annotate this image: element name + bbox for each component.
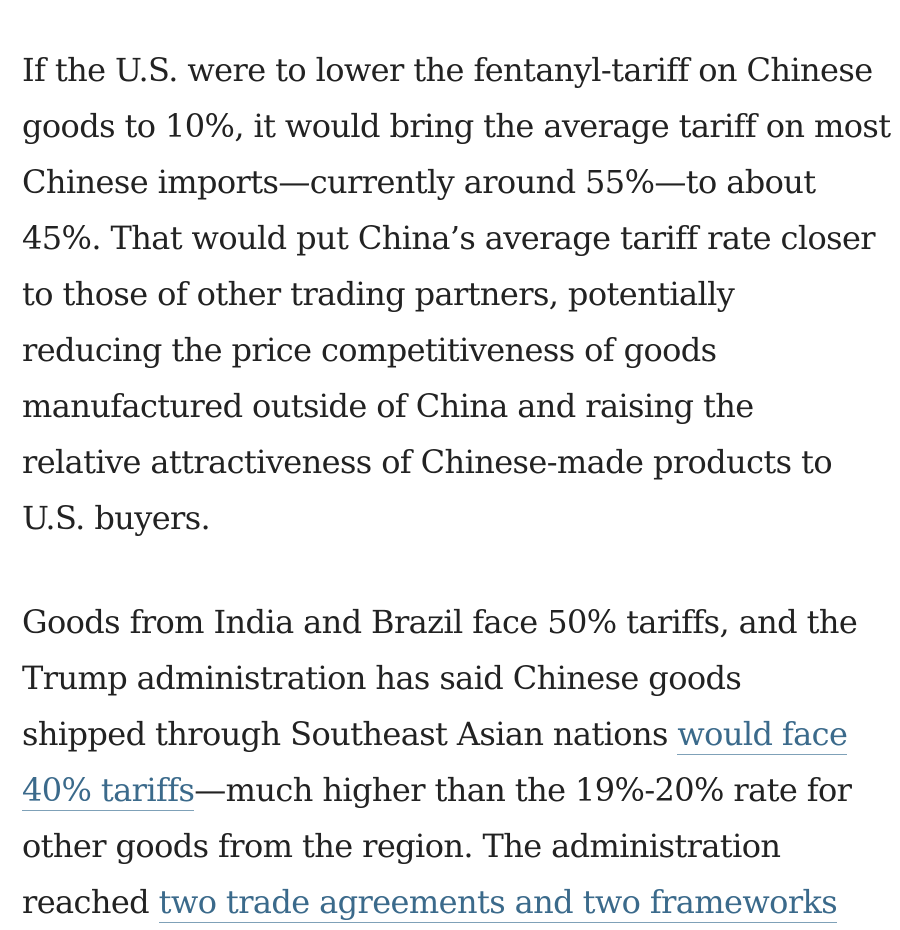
- text-line: reducing the price competitiveness of go…: [22, 331, 717, 369]
- link-would-face-40-tariffs-continued[interactable]: 40% tariffs: [22, 771, 195, 811]
- text-line: 40% tariffs—much higher than the 19%-20%…: [22, 762, 882, 818]
- text-line: reached two trade agreements and two fra…: [22, 874, 882, 930]
- text-line: Chinese imports—currently around 55%—to …: [22, 163, 816, 201]
- text-line: U.S. buyers.: [22, 499, 211, 537]
- text-line: 45%. That would put China’s average tari…: [22, 219, 876, 257]
- article-body: If the U.S. were to lower the fentanyl-t…: [22, 42, 891, 930]
- text-line: relative attractiveness of Chinese-made …: [22, 443, 833, 481]
- link-trade-agreements-frameworks[interactable]: two trade agreements and two frameworks: [158, 883, 838, 923]
- link-would-face-40-tariffs[interactable]: would face: [677, 715, 848, 755]
- text-line: other goods from the region. The adminis…: [22, 827, 781, 865]
- text-line: to those of other trading partners, pote…: [22, 275, 735, 313]
- text-segment: shipped through Southeast Asian nations: [22, 715, 678, 753]
- text-line: goods to 10%, it would bring the average…: [22, 107, 891, 145]
- text-segment: reached: [22, 883, 159, 921]
- text-line: If the U.S. were to lower the fentanyl-t…: [22, 51, 873, 89]
- text-line: shipped through Southeast Asian nations …: [22, 706, 882, 762]
- paragraph-india-brazil-tariffs: Goods from India and Brazil face 50% tar…: [22, 594, 882, 930]
- text-line: Goods from India and Brazil face 50% tar…: [22, 603, 858, 641]
- paragraph-fentanyl-tariff: If the U.S. were to lower the fentanyl-t…: [22, 42, 891, 546]
- text-segment: —much higher than the 19%-20% rate for: [194, 771, 852, 809]
- text-line: manufactured outside of China and raisin…: [22, 387, 754, 425]
- text-line: Trump administration has said Chinese go…: [22, 659, 742, 697]
